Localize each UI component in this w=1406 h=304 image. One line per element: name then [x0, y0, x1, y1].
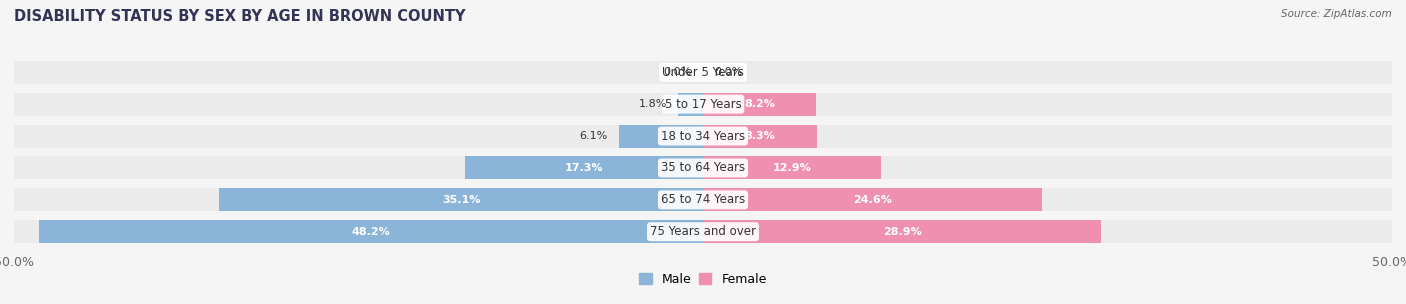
Bar: [14, 61, 1392, 84]
Text: DISABILITY STATUS BY SEX BY AGE IN BROWN COUNTY: DISABILITY STATUS BY SEX BY AGE IN BROWN…: [14, 9, 465, 24]
Bar: [14, 157, 1392, 179]
Text: 24.6%: 24.6%: [853, 195, 891, 205]
Text: 8.3%: 8.3%: [745, 131, 776, 141]
Bar: [14, 93, 1392, 116]
Text: 0.0%: 0.0%: [664, 67, 692, 77]
Bar: [619, 125, 703, 147]
Text: 12.9%: 12.9%: [772, 163, 811, 173]
Text: Source: ZipAtlas.com: Source: ZipAtlas.com: [1281, 9, 1392, 19]
Text: 48.2%: 48.2%: [352, 227, 391, 237]
Text: 35.1%: 35.1%: [441, 195, 481, 205]
Bar: [464, 157, 703, 179]
Text: 0.0%: 0.0%: [714, 67, 742, 77]
Bar: [39, 220, 703, 243]
Bar: [703, 93, 815, 116]
Bar: [703, 125, 817, 147]
Text: 8.2%: 8.2%: [744, 99, 775, 109]
Text: 17.3%: 17.3%: [565, 163, 603, 173]
Text: 18 to 34 Years: 18 to 34 Years: [661, 130, 745, 143]
Bar: [703, 157, 880, 179]
Text: Under 5 Years: Under 5 Years: [662, 66, 744, 79]
Text: 28.9%: 28.9%: [883, 227, 921, 237]
Text: 75 Years and over: 75 Years and over: [650, 225, 756, 238]
Bar: [678, 93, 703, 116]
Legend: Male, Female: Male, Female: [640, 273, 766, 286]
Text: 6.1%: 6.1%: [579, 131, 607, 141]
Text: 65 to 74 Years: 65 to 74 Years: [661, 193, 745, 206]
Text: 5 to 17 Years: 5 to 17 Years: [665, 98, 741, 111]
Bar: [14, 125, 1392, 147]
Text: 35 to 64 Years: 35 to 64 Years: [661, 161, 745, 174]
Text: 1.8%: 1.8%: [638, 99, 668, 109]
Bar: [703, 220, 1101, 243]
Bar: [14, 220, 1392, 243]
Bar: [14, 188, 1392, 211]
Bar: [703, 188, 1042, 211]
Bar: [219, 188, 703, 211]
